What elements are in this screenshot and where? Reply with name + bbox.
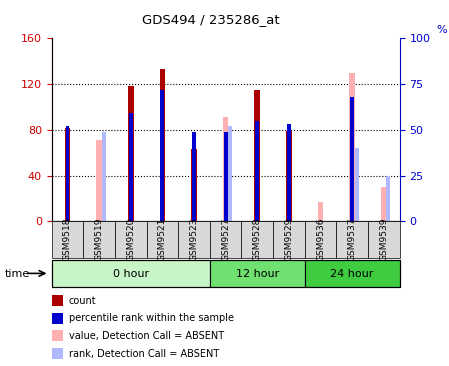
Bar bbox=[336, 221, 368, 258]
Text: GSM9536: GSM9536 bbox=[316, 218, 325, 261]
Bar bbox=[159, 69, 165, 221]
Bar bbox=[65, 128, 70, 221]
Bar bbox=[287, 124, 291, 221]
Text: GSM9518: GSM9518 bbox=[63, 218, 72, 261]
Text: GSM9520: GSM9520 bbox=[126, 218, 135, 261]
Text: GSM9539: GSM9539 bbox=[379, 218, 388, 261]
Bar bbox=[355, 148, 359, 221]
Bar bbox=[178, 221, 210, 258]
Text: GSM9521: GSM9521 bbox=[158, 218, 167, 261]
Bar bbox=[242, 221, 273, 258]
Bar bbox=[160, 90, 164, 221]
Bar bbox=[128, 86, 133, 221]
Bar bbox=[387, 176, 390, 221]
Bar bbox=[228, 126, 232, 221]
Text: GSM9529: GSM9529 bbox=[284, 218, 293, 261]
Bar bbox=[52, 260, 210, 287]
Bar bbox=[102, 132, 106, 221]
Bar bbox=[210, 221, 242, 258]
Bar bbox=[115, 221, 146, 258]
Bar bbox=[224, 132, 228, 221]
Text: 0 hour: 0 hour bbox=[113, 269, 149, 279]
Text: %: % bbox=[436, 25, 447, 35]
Bar bbox=[192, 132, 196, 221]
Text: 24 hour: 24 hour bbox=[330, 269, 374, 279]
Bar bbox=[210, 260, 305, 287]
Text: GSM9528: GSM9528 bbox=[253, 218, 262, 261]
Text: time: time bbox=[4, 269, 30, 279]
Text: GDS494 / 235286_at: GDS494 / 235286_at bbox=[142, 13, 280, 26]
Bar bbox=[305, 221, 336, 258]
Bar bbox=[318, 202, 323, 221]
Bar bbox=[350, 97, 354, 221]
Bar bbox=[96, 140, 102, 221]
Bar bbox=[255, 90, 260, 221]
Bar bbox=[129, 113, 132, 221]
Bar bbox=[381, 187, 387, 221]
Text: GSM9519: GSM9519 bbox=[95, 218, 104, 261]
Text: GSM9523: GSM9523 bbox=[189, 218, 198, 261]
Bar bbox=[273, 221, 305, 258]
Text: GSM9527: GSM9527 bbox=[221, 218, 230, 261]
Text: value, Detection Call = ABSENT: value, Detection Call = ABSENT bbox=[69, 331, 224, 341]
Text: GSM9537: GSM9537 bbox=[348, 218, 357, 261]
Bar bbox=[223, 117, 229, 221]
Bar bbox=[66, 126, 69, 221]
Bar bbox=[255, 121, 259, 221]
Text: 12 hour: 12 hour bbox=[236, 269, 279, 279]
Bar bbox=[83, 221, 115, 258]
Text: count: count bbox=[69, 296, 97, 306]
Bar bbox=[368, 221, 400, 258]
Bar bbox=[286, 131, 292, 221]
Bar bbox=[349, 73, 355, 221]
Bar bbox=[146, 221, 178, 258]
Bar bbox=[305, 260, 400, 287]
Bar bbox=[52, 221, 83, 258]
Text: rank, Detection Call = ABSENT: rank, Detection Call = ABSENT bbox=[69, 348, 219, 359]
Bar bbox=[191, 149, 197, 221]
Text: percentile rank within the sample: percentile rank within the sample bbox=[69, 313, 233, 324]
